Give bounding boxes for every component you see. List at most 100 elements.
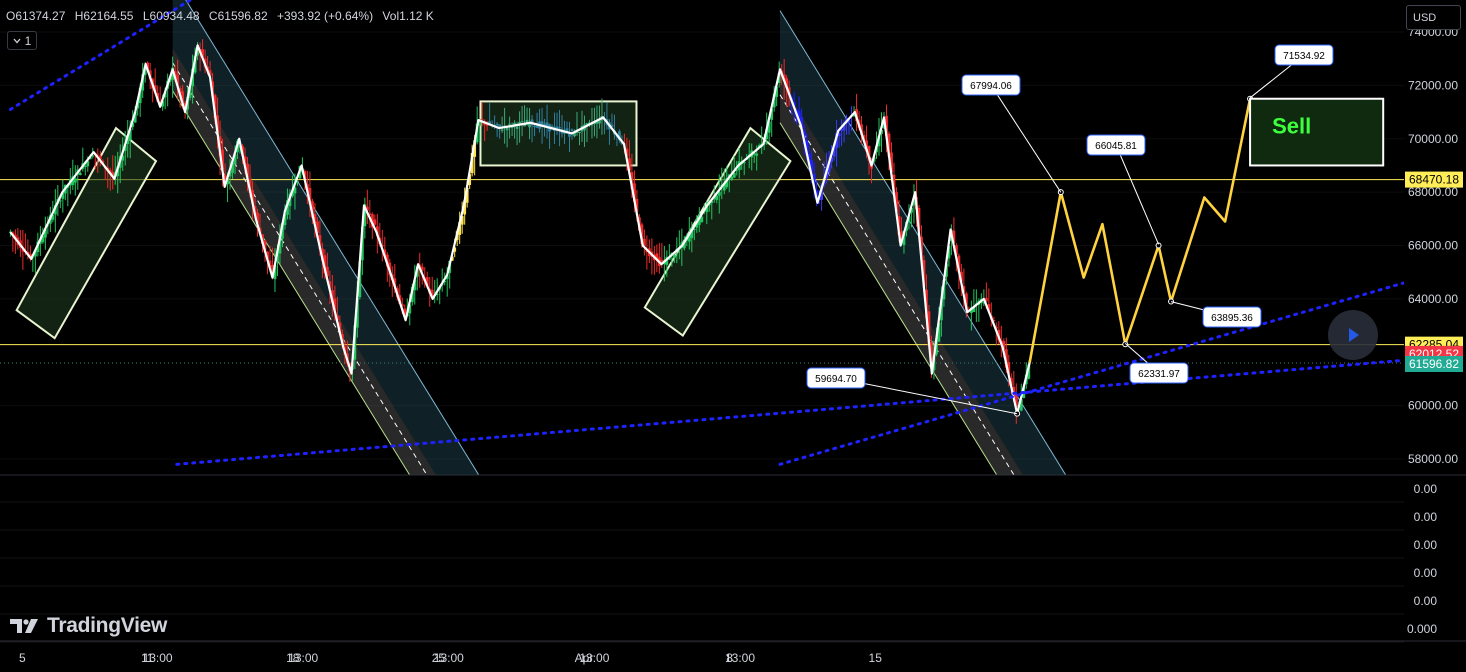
indicator-tick-label: 0.00 <box>1414 510 1438 524</box>
callout-box <box>806 367 866 389</box>
price-tag <box>1405 356 1463 373</box>
candle-body <box>453 247 457 252</box>
candle-body <box>131 122 135 127</box>
candle-body <box>246 163 249 178</box>
candle-body <box>128 129 132 140</box>
candle-body <box>325 266 329 277</box>
candle-body <box>360 226 364 261</box>
candle-body <box>333 298 337 310</box>
candle-body <box>231 162 234 173</box>
candle-body <box>710 201 714 203</box>
candle-body <box>291 191 294 197</box>
change-value: +393.92 (+0.64%) <box>277 9 374 23</box>
candle-body <box>86 160 90 167</box>
candle-body <box>890 152 893 173</box>
candle-body <box>588 122 591 124</box>
candle-body <box>263 240 267 253</box>
candle-body <box>610 124 614 127</box>
indicator-count: 1 <box>24 33 32 48</box>
candle-body <box>540 121 544 127</box>
candle-body <box>123 144 127 151</box>
candle-body <box>757 145 761 147</box>
candle-body <box>323 255 327 274</box>
candle-body <box>767 121 771 133</box>
candle-body <box>969 307 973 313</box>
candle-body <box>945 263 948 277</box>
tradingview-logo[interactable]: TradingView <box>10 614 167 638</box>
candle-body <box>500 129 504 131</box>
y-tick-label: 66000.00 <box>1408 239 1458 253</box>
candle-body <box>984 297 988 302</box>
candle-body <box>468 174 472 186</box>
candle-body <box>755 153 759 156</box>
candle-body <box>533 126 536 128</box>
candle-body <box>972 306 976 313</box>
candle-body <box>770 108 774 120</box>
candle-body <box>43 229 47 238</box>
projection-node <box>1155 242 1162 249</box>
candle-body <box>992 319 996 321</box>
currency-selector[interactable]: USD <box>1406 5 1461 30</box>
candle-body <box>308 188 312 205</box>
open-value: 61374.27 <box>15 9 66 23</box>
candle-body <box>635 198 639 212</box>
candle-body <box>785 78 789 89</box>
candle-body <box>488 121 492 124</box>
candle-body <box>930 342 933 367</box>
candle-body <box>847 120 851 122</box>
candle-body <box>226 178 229 185</box>
candle-body <box>665 256 669 265</box>
candle-body <box>443 280 447 283</box>
candle-body <box>987 304 991 311</box>
candle-body <box>640 224 644 244</box>
channel-lower-line <box>779 122 998 475</box>
candle-body <box>400 304 404 307</box>
candle-body <box>573 131 576 137</box>
candle-body <box>867 146 871 161</box>
indicator-tick-label: 0.00 <box>1414 566 1438 580</box>
collapse-indicators-button[interactable]: 1 <box>7 31 37 50</box>
candle-body <box>188 86 192 98</box>
candle-body <box>420 266 424 271</box>
candle-body <box>837 133 841 137</box>
candle-body <box>91 155 95 157</box>
callout-box <box>1086 134 1146 156</box>
candle-body <box>435 293 439 295</box>
candle-body <box>328 281 332 289</box>
candle-body <box>281 223 284 239</box>
channel-lower-line <box>172 90 411 475</box>
dotted-trendline <box>778 281 1404 466</box>
candle-body <box>742 162 746 164</box>
price-tag <box>1405 171 1463 188</box>
candle-body <box>595 120 599 124</box>
candle-body <box>71 176 75 185</box>
candle-body <box>962 285 966 293</box>
replay-button[interactable] <box>1328 310 1378 360</box>
candle-body <box>735 170 739 172</box>
candle-body <box>138 87 142 104</box>
candle-body <box>902 231 906 245</box>
zigzag-line <box>9 44 1031 415</box>
candle-body <box>98 155 102 160</box>
projection-node <box>1168 298 1175 305</box>
candle-body <box>725 178 729 188</box>
candle-body <box>51 214 55 220</box>
candle-body <box>126 136 130 145</box>
candle-body <box>370 214 374 228</box>
candle-body <box>705 206 709 213</box>
candle-body <box>505 127 509 131</box>
candle-body <box>957 255 961 273</box>
candle-body <box>273 265 277 280</box>
y-tick-label: 58000.00 <box>1408 452 1458 466</box>
candle-body <box>286 200 289 215</box>
candle-body <box>271 264 274 276</box>
channel-lower-fill <box>780 80 1023 475</box>
candle-body <box>243 156 247 165</box>
high-label: H <box>74 9 84 23</box>
candle-body <box>810 160 814 173</box>
channel-upper-fill <box>780 10 1066 475</box>
candle-body <box>565 128 569 133</box>
candle-body <box>380 244 384 247</box>
x-tick-label: 13:00 <box>725 651 755 665</box>
